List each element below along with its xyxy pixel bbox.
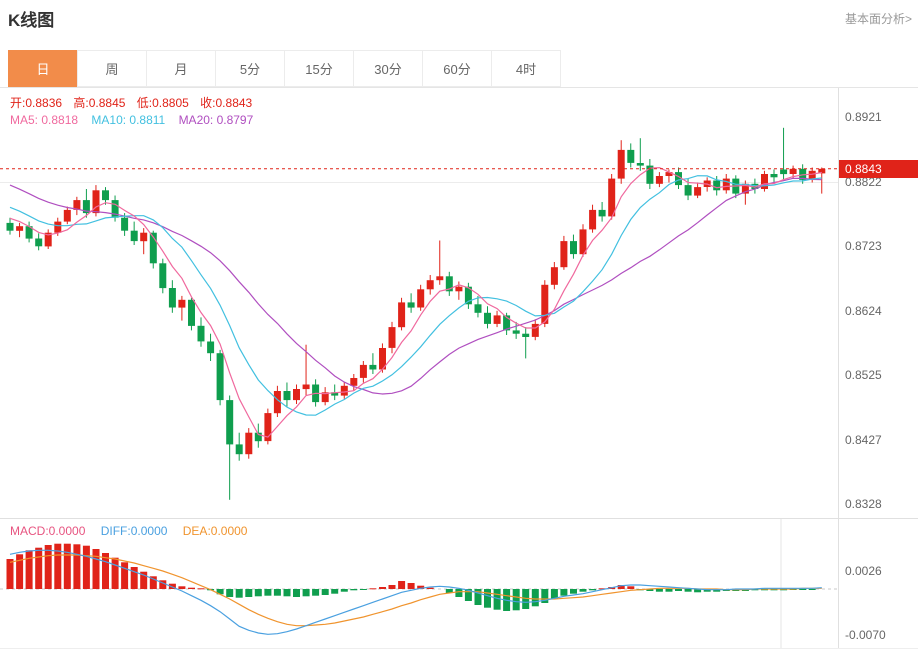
macd-axis-label: 0.0026: [845, 564, 882, 578]
tab-5min[interactable]: 5分: [215, 50, 285, 87]
ohlc-low: 低:0.8805: [136, 96, 189, 110]
tab-day[interactable]: 日: [8, 50, 78, 87]
macd-value: MACD:0.0000: [10, 524, 86, 538]
price-axis-label: 0.8921: [845, 110, 882, 124]
panel-divider: [0, 518, 918, 519]
tab-month[interactable]: 月: [146, 50, 216, 87]
page-title: K线图: [8, 11, 55, 30]
price-axis-label: 0.8624: [845, 304, 882, 318]
tabbar-divider: [0, 87, 918, 88]
ma10-value: MA10: 0.8811: [91, 113, 166, 127]
dea-value: DEA:0.0000: [182, 524, 248, 538]
tab-30min[interactable]: 30分: [353, 50, 423, 87]
axis-border: [838, 88, 839, 649]
tab-15min[interactable]: 15分: [284, 50, 354, 87]
ohlc-open: 开:0.8836: [10, 96, 63, 110]
price-axis-label: 0.8723: [845, 239, 882, 253]
diff-value: DIFF:0.0000: [100, 524, 168, 538]
price-axis-label: 0.8427: [845, 433, 882, 447]
ohlc-high: 高:0.8845: [73, 96, 126, 110]
price-axis-label: 0.8525: [845, 368, 882, 382]
fundamental-analysis-link[interactable]: 基本面分析>: [844, 12, 912, 26]
macd-chart[interactable]: [0, 519, 838, 649]
ma20-value: MA20: 0.8797: [178, 113, 254, 127]
ohlc-legend: 开:0.8836 高:0.8845 低:0.8805 收:0.8843: [10, 94, 260, 111]
macd-legend: MACD:0.0000 DIFF:0.0000 DEA:0.0000: [10, 524, 259, 538]
ohlc-close: 收:0.8843: [200, 96, 253, 110]
ma-legend: MA5: 0.8818 MA10: 0.8811 MA20: 0.8797: [10, 113, 263, 127]
macd-axis: 0.0026 -0.0070: [839, 519, 918, 649]
tab-60min[interactable]: 60分: [422, 50, 492, 87]
price-axis: 0.8921 0.8822 0.8723 0.8624 0.8525 0.842…: [839, 88, 918, 518]
candlestick-chart[interactable]: [0, 88, 838, 518]
macd-axis-label: -0.0070: [845, 628, 886, 642]
price-axis-label: 0.8328: [845, 497, 882, 511]
tab-4hour[interactable]: 4时: [491, 50, 561, 87]
timeframe-tabs: 日 周 月 5分 15分 30分 60分 4时: [8, 50, 561, 87]
ma5-value: MA5: 0.8818: [10, 113, 79, 127]
price-axis-label: 0.8822: [845, 175, 882, 189]
current-price-tag: 0.8843: [839, 160, 918, 178]
tab-week[interactable]: 周: [77, 50, 147, 87]
